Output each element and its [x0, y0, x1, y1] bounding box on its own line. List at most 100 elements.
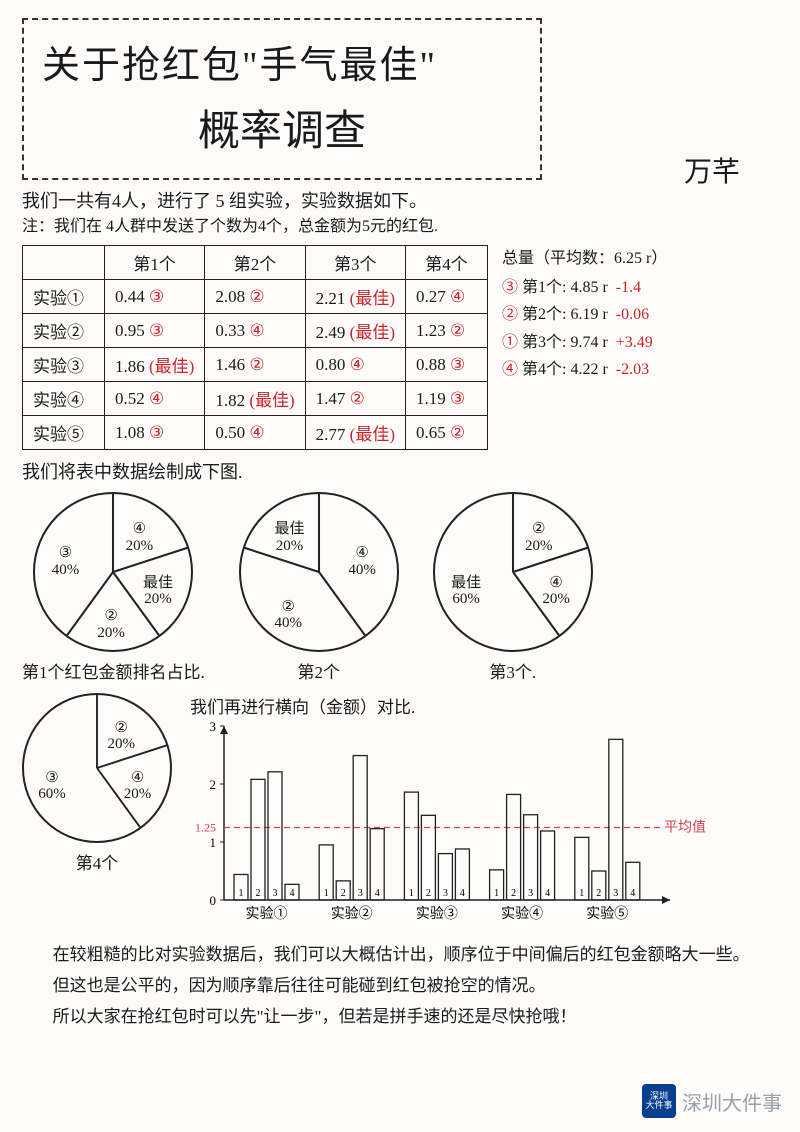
pie-block: ④20%最佳20%②20%③40% 第1个红包金额排名占比. — [22, 492, 205, 683]
row-name: 实验③ — [23, 348, 105, 382]
svg-text:1: 1 — [239, 888, 244, 899]
table-header: 第1个 — [105, 246, 205, 280]
svg-text:1.25: 1.25 — [195, 821, 216, 835]
svg-text:2: 2 — [596, 888, 601, 899]
svg-text:3: 3 — [528, 888, 533, 899]
summary-block: 总量（平均数：6.25 r） ③ 第1个: 4.85 r -1.4② 第2个: … — [502, 245, 667, 383]
table-cell: 0.80 ④ — [305, 348, 405, 382]
svg-text:2: 2 — [511, 888, 516, 899]
summary-head: 总量（平均数：6.25 r） — [502, 245, 667, 272]
intro-block: 我们一共有4人，进行了 5 组实验，实验数据如下。 注：我们在 4人群中发送了个… — [22, 188, 778, 239]
summary-line: ④ 第4个: 4.22 r -2.03 — [502, 356, 667, 383]
svg-text:实验③: 实验③ — [416, 906, 458, 922]
svg-text:4: 4 — [375, 888, 380, 899]
row-name: 实验④ — [23, 382, 105, 416]
pie-4-slot: ②20%④20%③60% 第4个 — [22, 693, 172, 874]
svg-text:1: 1 — [494, 888, 499, 899]
table-cell: 1.47 ② — [305, 382, 405, 416]
pie-block: ②20%④20%最佳60% 第3个. — [433, 492, 593, 683]
conclusion-p2: 但这也是公平的，因为顺序靠后往往可能碰到红包被抢空的情况。 — [22, 972, 778, 1001]
svg-text:4: 4 — [460, 888, 465, 899]
svg-text:3: 3 — [358, 888, 363, 899]
table-header: 第2个 — [205, 246, 305, 280]
svg-text:0: 0 — [210, 893, 217, 908]
table-header: 第3个 — [305, 246, 405, 280]
table-cell: 0.88 ③ — [405, 348, 487, 382]
svg-text:实验⑤: 实验⑤ — [586, 906, 628, 922]
pie-caption: 第3个. — [433, 658, 593, 683]
svg-text:3: 3 — [613, 888, 618, 899]
bar-chart: 我们再进行横向（金额）对比. 01231.25平均值1234实验①1234实验②… — [190, 693, 710, 923]
pie-chart: ④20%最佳20%②20%③40% — [33, 492, 193, 652]
pie-caption: 第1个红包金额排名占比. — [22, 658, 205, 683]
table-cell: 0.52 ④ — [105, 382, 205, 416]
pies-row-1: ④20%最佳20%②20%③40% 第1个红包金额排名占比. ④40%②40%最佳2… — [22, 492, 778, 683]
table-cell: 0.27 ④ — [405, 280, 487, 314]
svg-text:4: 4 — [630, 888, 635, 899]
conclusion-p1: 在较粗糙的比对实验数据后，我们可以大概估计出，顺序位于中间偏后的红包金额略大一些… — [22, 941, 778, 970]
svg-text:3: 3 — [273, 888, 278, 899]
watermark-logo: 深圳大件事 — [642, 1084, 676, 1118]
watermark: 深圳大件事 深圳大件事 — [642, 1084, 782, 1118]
table-cell: 1.82 (最佳) — [205, 382, 305, 416]
barchart-title: 我们再进行横向（金额）对比. — [190, 693, 710, 718]
intro-line2: 注：我们在 4人群中发送了个数为4个，总金额为5元的红包. — [22, 215, 778, 239]
table-cell: 2.21 (最佳) — [305, 280, 405, 314]
table-row: 实验②0.95 ③0.33 ④2.49 (最佳)1.23 ② — [23, 314, 488, 348]
row-name: 实验① — [23, 280, 105, 314]
svg-text:平均值: 平均值 — [664, 820, 706, 836]
svg-text:1: 1 — [324, 888, 329, 899]
svg-text:实验④: 实验④ — [501, 906, 543, 922]
conclusion: 在较粗糙的比对实验数据后，我们可以大概估计出，顺序位于中间偏后的红包金额略大一些… — [22, 941, 778, 1032]
summary-line: ① 第3个: 9.74 r +3.49 — [502, 329, 667, 356]
table-cell: 1.19 ③ — [405, 382, 487, 416]
table-cell: 0.95 ③ — [105, 314, 205, 348]
table-row: 实验⑤1.08 ③0.50 ④2.77 (最佳)0.65 ② — [23, 416, 488, 450]
intro-line1: 我们一共有4人，进行了 5 组实验，实验数据如下。 — [22, 188, 778, 215]
svg-text:2: 2 — [256, 888, 261, 899]
table-cell: 1.23 ② — [405, 314, 487, 348]
svg-text:1: 1 — [579, 888, 584, 899]
experiment-table: 第1个第2个第3个第4个 实验①0.44 ③2.08 ②2.21 (最佳)0.2… — [22, 245, 488, 450]
row-name: 实验⑤ — [23, 416, 105, 450]
watermark-text: 深圳大件事 — [682, 1087, 782, 1116]
table-row: 实验④0.52 ④1.82 (最佳)1.47 ②1.19 ③ — [23, 382, 488, 416]
pie-block: ②20%④20%③60% 第4个 — [22, 693, 172, 874]
svg-text:3: 3 — [210, 720, 217, 734]
pie-caption: 第4个 — [22, 849, 172, 874]
pie-chart: ②20%④20%③60% — [22, 693, 172, 843]
svg-text:4: 4 — [545, 888, 550, 899]
table-cell: 2.77 (最佳) — [305, 416, 405, 450]
table-row: 实验①0.44 ③2.08 ②2.21 (最佳)0.27 ④ — [23, 280, 488, 314]
svg-text:3: 3 — [443, 888, 448, 899]
pie-chart: ②20%④20%最佳60% — [433, 492, 593, 652]
summary-line: ③ 第1个: 4.85 r -1.4 — [502, 274, 667, 301]
pie-chart: ④40%②40%最佳20% — [239, 492, 399, 652]
row-name: 实验② — [23, 314, 105, 348]
table-cell: 0.65 ② — [405, 416, 487, 450]
title-line1: 关于抢红包"手气最佳" — [42, 34, 522, 89]
caption-after-table: 我们将表中数据绘制成下图. — [22, 458, 778, 484]
table-header — [23, 246, 105, 280]
table-cell: 0.33 ④ — [205, 314, 305, 348]
table-cell: 0.50 ④ — [205, 416, 305, 450]
svg-text:2: 2 — [426, 888, 431, 899]
table-cell: 2.49 (最佳) — [305, 314, 405, 348]
svg-text:2: 2 — [210, 777, 217, 792]
table-cell: 1.08 ③ — [105, 416, 205, 450]
author-name: 万芊 — [684, 150, 740, 190]
pie-caption: 第2个 — [239, 658, 399, 683]
pie-block: ④40%②40%最佳20% 第2个 — [239, 492, 399, 683]
svg-text:实验①: 实验① — [246, 906, 288, 922]
summary-line: ② 第2个: 6.19 r -0.06 — [502, 301, 667, 328]
table-cell: 1.86 (最佳) — [105, 348, 205, 382]
table-cell: 1.46 ② — [205, 348, 305, 382]
table-cell: 2.08 ② — [205, 280, 305, 314]
title-line2: 概率调查 — [42, 97, 522, 158]
table-header: 第4个 — [405, 246, 487, 280]
svg-text:实验②: 实验② — [331, 906, 373, 922]
conclusion-p3: 所以大家在抢红包时可以先"让一步"，但若是拼手速的还是尽快抢哦！ — [22, 1003, 778, 1032]
title-box: 关于抢红包"手气最佳" 概率调查 — [22, 18, 542, 180]
table-cell: 0.44 ③ — [105, 280, 205, 314]
svg-text:1: 1 — [409, 888, 414, 899]
